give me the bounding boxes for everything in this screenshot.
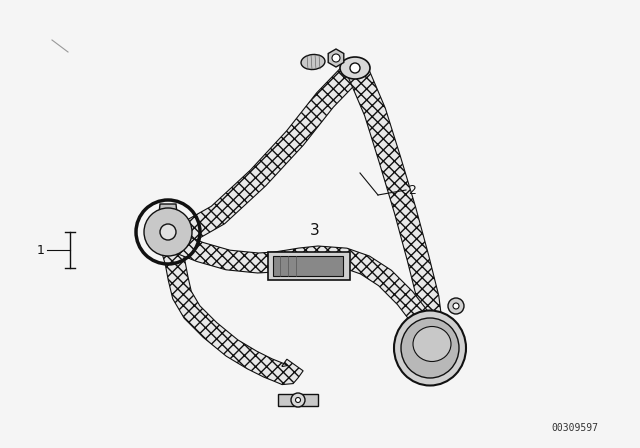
Polygon shape bbox=[156, 204, 180, 242]
Polygon shape bbox=[164, 65, 360, 252]
Circle shape bbox=[332, 54, 340, 62]
Circle shape bbox=[296, 397, 301, 402]
Circle shape bbox=[350, 63, 360, 73]
Ellipse shape bbox=[413, 327, 451, 362]
Text: 2: 2 bbox=[408, 184, 416, 197]
Ellipse shape bbox=[401, 318, 459, 378]
Bar bbox=[268, 252, 350, 280]
Circle shape bbox=[144, 208, 192, 256]
Ellipse shape bbox=[340, 57, 370, 79]
Bar bbox=[273, 256, 343, 276]
Text: 3: 3 bbox=[310, 223, 320, 237]
Circle shape bbox=[291, 393, 305, 407]
Text: 1: 1 bbox=[37, 244, 45, 257]
Text: 00309597: 00309597 bbox=[552, 423, 598, 433]
Polygon shape bbox=[328, 49, 344, 67]
Ellipse shape bbox=[301, 55, 325, 69]
Circle shape bbox=[160, 224, 176, 240]
Circle shape bbox=[453, 303, 459, 309]
Polygon shape bbox=[348, 68, 443, 332]
Circle shape bbox=[448, 298, 464, 314]
Bar bbox=[278, 394, 318, 406]
Polygon shape bbox=[161, 242, 303, 384]
Ellipse shape bbox=[394, 310, 466, 385]
Polygon shape bbox=[172, 233, 430, 326]
